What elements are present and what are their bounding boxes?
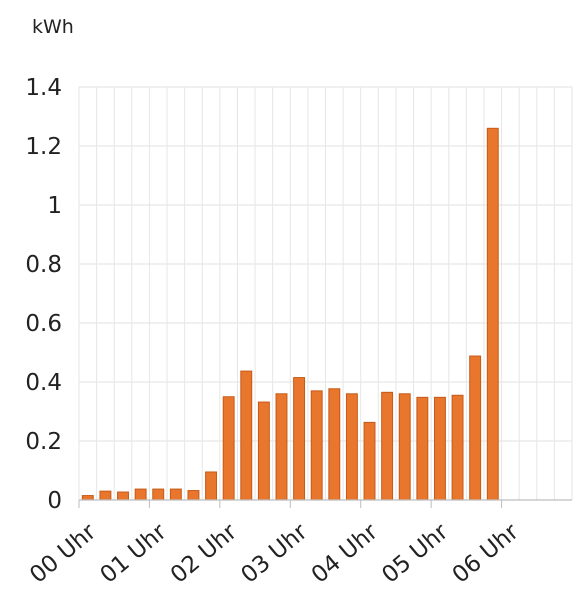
bar [486, 127, 499, 501]
y-tick-label: 1.4 [25, 75, 62, 101]
bar [81, 495, 94, 501]
bar [117, 491, 129, 501]
bars [81, 127, 499, 501]
bar [381, 391, 394, 501]
bar [187, 490, 200, 501]
bar [433, 396, 446, 501]
bar [152, 488, 165, 501]
y-tick-label: 1 [47, 193, 62, 219]
bar [451, 394, 464, 501]
bar [275, 393, 288, 501]
bar [398, 393, 411, 501]
bar [257, 401, 270, 501]
y-tick-label: 1.2 [25, 134, 62, 160]
x-tick-label: 00 Uhr [25, 519, 101, 589]
bar [416, 396, 429, 501]
bar [293, 377, 306, 501]
grid-lines [78, 86, 573, 501]
bar [328, 388, 341, 501]
x-tick-label: 03 Uhr [236, 519, 312, 589]
bar [310, 390, 323, 501]
x-tick-label: 02 Uhr [166, 519, 242, 589]
x-tick-label: 01 Uhr [96, 519, 172, 589]
x-tick-label: 04 Uhr [307, 519, 383, 589]
y-tick-label: 0.8 [25, 252, 62, 278]
y-tick-label: 0.4 [25, 370, 62, 396]
bar [345, 393, 358, 501]
bar [363, 421, 376, 501]
axes [78, 499, 572, 508]
bar [240, 370, 253, 501]
x-tick-label: 06 Uhr [448, 519, 524, 589]
y-tick-labels: 0 0.2 0.4 0.6 0.8 1 1.2 1.4 [25, 75, 62, 514]
bar [169, 488, 182, 501]
bar [134, 488, 147, 501]
y-tick-label: 0.2 [25, 429, 62, 455]
bar [205, 471, 218, 501]
bar [469, 355, 482, 501]
x-tick-label: 05 Uhr [377, 519, 453, 589]
y-tick-label: 0.6 [25, 311, 62, 337]
y-tick-label: 0 [47, 488, 62, 514]
bar [99, 490, 112, 501]
y-axis-unit-label: kWh [32, 16, 74, 38]
bar [222, 396, 235, 501]
